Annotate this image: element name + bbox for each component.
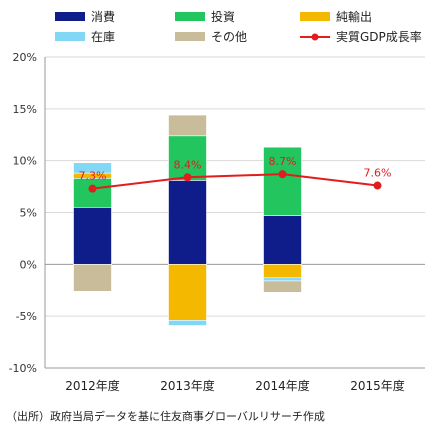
x-tick-label: 2014年度 (255, 378, 310, 393)
y-tick-label: 15% (13, 103, 37, 116)
gdp-growth-label: 8.7% (269, 155, 297, 168)
legend-swatch (175, 32, 205, 41)
legend-label: 在庫 (91, 30, 115, 44)
bar-segment-1-3 (263, 215, 302, 265)
bar-segment-2-1 (73, 177, 112, 208)
gdp-growth-point (183, 173, 192, 182)
gdp-growth-label: 7.6% (364, 167, 392, 180)
x-tick-label: 2013年度 (160, 378, 215, 393)
legend-swatch (300, 12, 330, 21)
legend-line-marker (311, 33, 319, 41)
legend-label: 投資 (211, 9, 235, 24)
gdp-growth-point (373, 181, 382, 190)
stacked-bars (73, 114, 302, 326)
y-axis: -10% -5% 0% 5% 10% 15% 20% (9, 51, 425, 375)
bar-segment-4-2 (168, 320, 207, 326)
x-axis: 2012年度 2013年度 2014年度 2015年度 (65, 378, 405, 393)
legend-swatch (55, 32, 85, 41)
legend-label: 実質GDP成長率 (336, 29, 422, 44)
bar-segment-5-1 (73, 264, 112, 292)
source-note: （出所）政府当局データを基に住友商事グローバルリサーチ作成 (6, 410, 325, 423)
gdp-growth-line: 7.3% 8.4% 8.7% 7.6% (79, 155, 392, 193)
bar-segment-4-3 (263, 277, 302, 282)
legend-swatch (175, 12, 205, 21)
y-tick-label: 5% (20, 207, 37, 220)
gdp-growth-point (88, 184, 97, 193)
gdp-growth-label: 8.4% (174, 158, 202, 171)
x-tick-label: 2015年度 (350, 378, 405, 393)
legend-label: 消費 (91, 9, 115, 24)
y-tick-label: -10% (9, 362, 37, 375)
y-tick-label: 10% (13, 155, 37, 168)
x-tick-label: 2012年度 (65, 378, 120, 393)
legend-label: 純輸出 (336, 9, 372, 24)
y-tick-label: 20% (13, 51, 37, 64)
legend-swatch (55, 12, 85, 21)
y-tick-label: 0% (20, 258, 37, 271)
bar-segment-1-2 (168, 180, 207, 265)
bar-segment-1-1 (73, 207, 112, 265)
gdp-growth-point (278, 170, 287, 179)
gdp-growth-polyline (92, 173, 378, 190)
bar-segment-5-2 (168, 114, 207, 137)
bar-segment-3-2 (168, 264, 207, 321)
y-tick-label: -5% (16, 310, 37, 323)
bar-segment-5-3 (263, 280, 302, 293)
legend-label: その他 (211, 30, 247, 44)
bar-segment-4-1 (73, 162, 112, 174)
bar-segment-3-3 (263, 264, 302, 279)
bar-segment-2-3 (263, 146, 302, 216)
gdp-growth-label: 7.3% (79, 170, 107, 183)
